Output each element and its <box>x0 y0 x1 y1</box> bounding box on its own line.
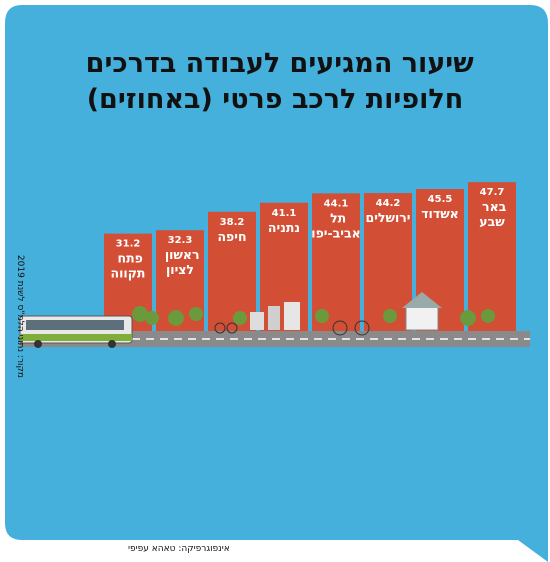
value-label: 44.1 <box>324 198 349 209</box>
chart-title: שיעור המגיעים לעבודה בדרכים חלופיות לרכב… <box>76 48 474 115</box>
value-label: 45.5 <box>428 194 453 205</box>
decorations <box>132 292 495 336</box>
value-label: 32.3 <box>168 235 193 246</box>
bar <box>312 193 360 331</box>
bar <box>364 193 412 331</box>
bus <box>19 315 133 348</box>
value-label: 44.2 <box>376 198 401 209</box>
category-label: תל אביב-יפו <box>311 210 360 240</box>
category-label: באר שבע <box>478 199 507 229</box>
bar <box>468 182 516 331</box>
category-label: אשדוד <box>421 206 459 221</box>
value-label: 38.2 <box>220 217 245 228</box>
category-label: חיפה <box>217 229 246 244</box>
category-label: ירושלים <box>366 210 411 225</box>
credit: אינפוגרפיקה: טאהא עפיפי <box>128 544 230 554</box>
category-label: ראשון לציון <box>160 247 199 277</box>
bar <box>208 211 256 331</box>
category-label: נתניה <box>268 220 300 235</box>
value-label: 41.1 <box>272 208 297 219</box>
value-label: 47.7 <box>480 187 505 198</box>
category-label: פתח תקווה <box>111 251 146 281</box>
value-label: 31.2 <box>116 239 141 250</box>
source: מקור: נתוני הלמ"ס לשנת 2019 <box>15 255 25 378</box>
